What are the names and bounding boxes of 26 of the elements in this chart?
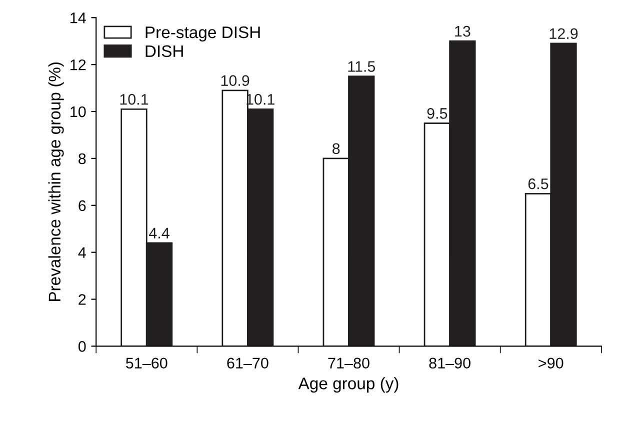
x-tick-label: >90 — [538, 358, 564, 369]
x-tick-label: 81–90 — [429, 358, 470, 369]
data-label: 13 — [455, 26, 470, 37]
legend-label: DISH — [146, 45, 183, 58]
y-tick-label: 2 — [78, 294, 86, 305]
y-tick-label: 14 — [70, 12, 86, 24]
x-tick-label: 51–60 — [126, 358, 168, 369]
x-tick-label: 61–70 — [227, 358, 268, 369]
data-label: 8 — [332, 143, 340, 154]
legend-label: Pre-stage DISH — [146, 26, 260, 42]
data-label: 10.9 — [221, 75, 250, 86]
x-tick-label: 71–80 — [328, 358, 370, 369]
y-tick-label: 0 — [78, 341, 86, 352]
data-label: 10.1 — [120, 94, 148, 105]
y-tick-label: 8 — [78, 153, 86, 164]
x-axis-title: Age group (y) — [298, 377, 398, 393]
data-label: 6.5 — [528, 178, 548, 190]
y-tick-label: 12 — [70, 59, 86, 70]
y-tick-label: 6 — [78, 200, 86, 212]
y-axis-title: Prevalence within age group (%) — [48, 62, 64, 301]
y-tick-label: 4 — [78, 247, 86, 258]
data-label: 11.5 — [348, 61, 376, 72]
data-label: 9.5 — [427, 108, 448, 119]
y-tick-label: 10 — [70, 106, 86, 118]
data-label: 4.4 — [148, 228, 170, 238]
data-label: 12.9 — [550, 28, 578, 40]
